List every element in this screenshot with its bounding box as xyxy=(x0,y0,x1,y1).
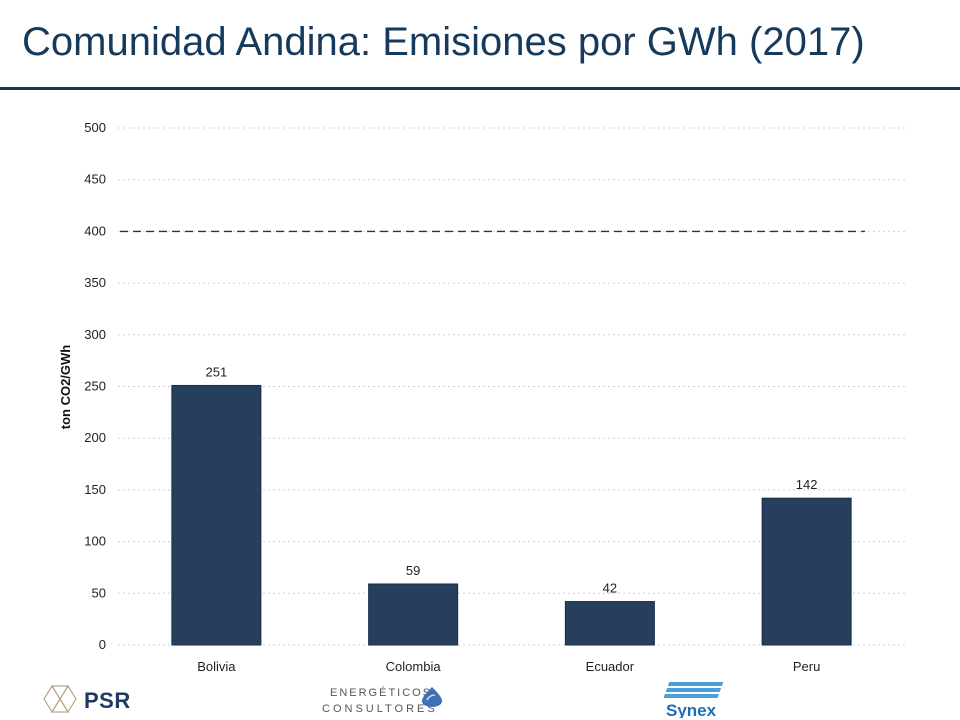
data-label: 59 xyxy=(406,563,420,578)
globe-drop-icon xyxy=(422,687,442,707)
y-tick-label: 400 xyxy=(84,223,106,238)
y-tick-label: 0 xyxy=(99,637,106,652)
synex-logo-text: Synex xyxy=(666,701,717,718)
bar-ecuador xyxy=(564,601,655,646)
data-label: 142 xyxy=(796,477,818,492)
title-divider xyxy=(0,87,960,90)
y-tick-label: 50 xyxy=(92,585,106,600)
y-tick-label: 100 xyxy=(84,534,106,549)
y-tick-label: 500 xyxy=(84,120,106,135)
x-tick-label: Peru xyxy=(793,659,820,674)
y-tick-label: 300 xyxy=(84,327,106,342)
x-tick-labels: Bolivia Colombia Ecuador Peru xyxy=(197,659,820,674)
synex-logo-icon: Synex xyxy=(664,682,724,718)
y-tick-label: 250 xyxy=(84,379,106,394)
slide-title: Comunidad Andina: Emisiones por GWh (201… xyxy=(22,20,865,64)
mercados-energeticos-logo: ENERGÉTICOS CONSULTORES xyxy=(322,678,452,720)
y-tick-label: 450 xyxy=(84,172,106,187)
mec-logo-line2: CONSULTORES xyxy=(322,703,438,715)
y-axis-label: ton CO2/GWh xyxy=(58,345,73,430)
psr-logo-text: PSR xyxy=(84,688,131,713)
emissions-bar-chart: 251 59 42 142 0 50 100 150 200 250 300 350 400 450 50… xyxy=(58,120,905,674)
y-tick-label: 350 xyxy=(84,275,106,290)
bar-colombia xyxy=(368,583,459,646)
data-labels: 251 59 42 142 xyxy=(206,364,818,595)
mec-logo-line1: ENERGÉTICOS xyxy=(330,687,433,699)
bars xyxy=(171,384,852,646)
y-tick-label: 150 xyxy=(84,482,106,497)
y-tick-labels: 0 50 100 150 200 250 300 350 400 450 500 xyxy=(84,120,106,652)
psr-logo-icon xyxy=(43,684,77,714)
x-tick-label: Bolivia xyxy=(197,659,236,674)
x-tick-label: Colombia xyxy=(386,659,442,674)
data-label: 42 xyxy=(603,581,617,596)
bar-bolivia xyxy=(171,384,262,646)
x-tick-label: Ecuador xyxy=(586,659,635,674)
bar-peru xyxy=(761,497,852,646)
data-label: 251 xyxy=(206,364,228,379)
footer-logos: PSR ENERGÉTICOS CONSULTORES Synex xyxy=(0,676,960,720)
y-tick-label: 200 xyxy=(84,430,106,445)
